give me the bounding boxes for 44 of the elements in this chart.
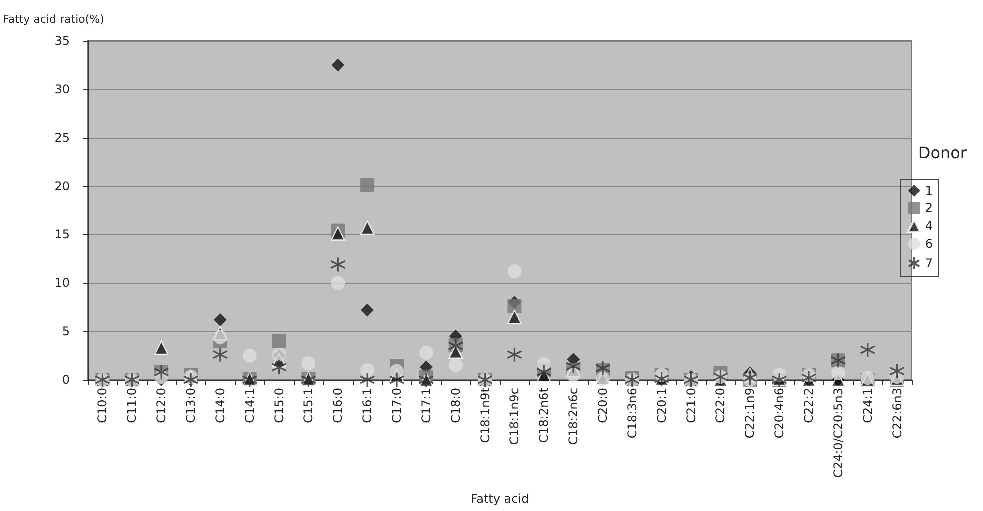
y-tick-label: 30	[54, 82, 70, 96]
x-tick-label: C18:3n6	[625, 388, 640, 439]
legend-label: 2	[925, 201, 934, 215]
legend-label: 4	[925, 219, 934, 233]
x-tick-label: C20:0	[596, 388, 610, 424]
x-tick-label: C14:0	[213, 388, 228, 424]
y-tick-label: 15	[54, 228, 70, 242]
legend-label: 1	[925, 184, 934, 198]
x-tick-label: C22:2	[802, 388, 816, 424]
x-tick-label: C22:0	[714, 388, 728, 424]
x-tick-label: C15:0	[272, 388, 286, 424]
y-tick-label: 35	[54, 34, 70, 48]
legend-label: 7	[925, 256, 934, 270]
x-tick-label: C16:1	[360, 388, 375, 424]
x-tick-label: C18:1n9t	[478, 388, 492, 444]
x-tick-label: C10:0	[96, 388, 110, 424]
x-tick-label: C16:0	[331, 388, 346, 424]
x-tick-label: C22:1n9	[743, 388, 758, 439]
x-tick-label: C22:6n3	[890, 388, 904, 439]
legend-title: Donor	[918, 144, 968, 162]
y-tick-label: 20	[54, 179, 70, 194]
x-tick-label: C18:0	[448, 388, 463, 424]
x-tick-label: C17:0	[390, 388, 404, 424]
y-tick-label: 25	[54, 130, 70, 145]
x-tick-label: C18:1n9c	[508, 388, 522, 446]
legend-label: 6	[925, 237, 934, 251]
x-tick-label: C15:1	[302, 388, 316, 424]
y-tick-label: 10	[54, 276, 70, 290]
y-tick-label: 5	[62, 324, 70, 339]
x-tick-label: C13:0	[184, 388, 198, 424]
x-tick-label: C11:0	[125, 388, 140, 424]
x-tick-label: C18:2n6c	[566, 388, 581, 446]
x-tick-label: C24:0/C20:5n3	[831, 388, 846, 478]
y-axis-title: Fatty acid ratio(%)	[3, 13, 104, 26]
x-tick-label: C17:1	[419, 388, 434, 424]
x-tick-label: C20:4n6	[772, 388, 787, 439]
x-tick-label: C20:1	[654, 388, 669, 424]
x-tick-label: C18:2n6t	[537, 388, 552, 444]
x-tick-label: C24:1	[860, 388, 875, 424]
x-tick-label: C12:0	[154, 388, 169, 424]
x-tick-label: C21:0	[684, 388, 698, 424]
x-axis-title: Fatty acid	[470, 492, 530, 506]
x-tick-label: C14:1	[242, 388, 257, 424]
y-tick-label: 0	[62, 373, 70, 387]
